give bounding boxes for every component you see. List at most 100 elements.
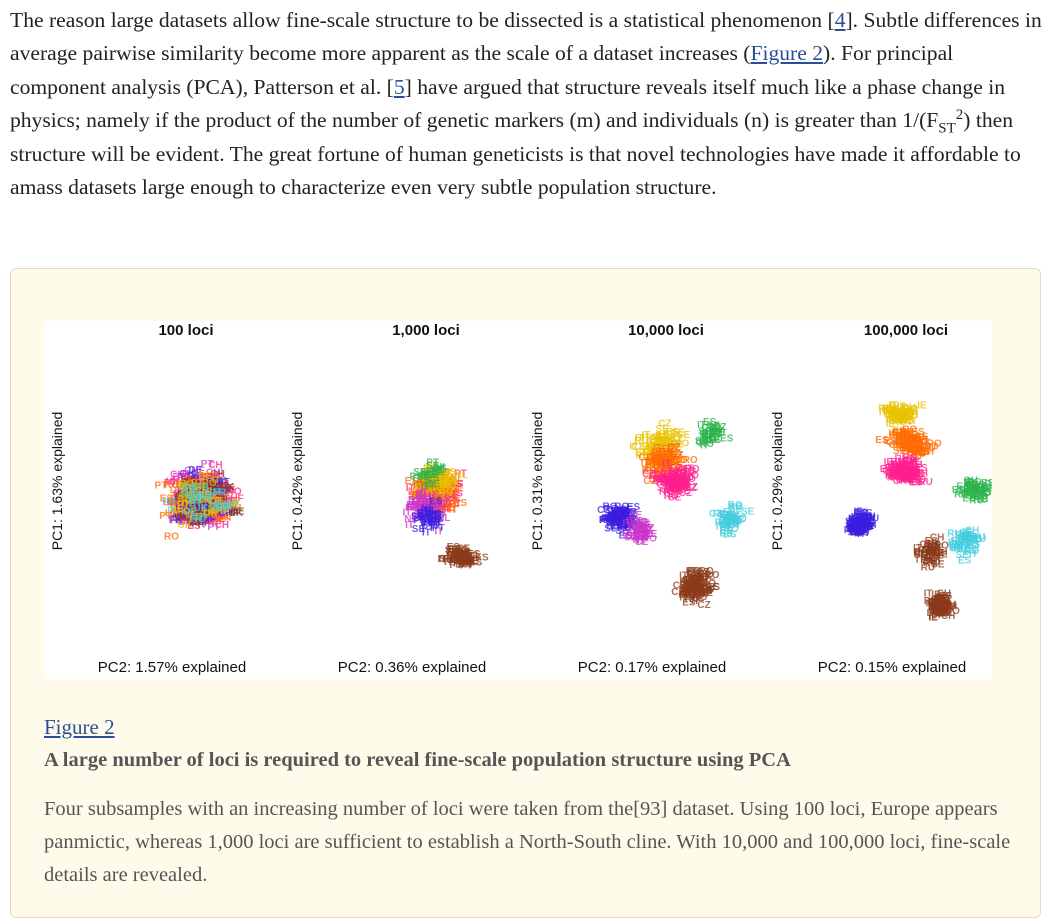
pca-point: BE bbox=[204, 483, 218, 494]
pca-point: RO bbox=[687, 580, 702, 591]
pca-point: CH bbox=[208, 517, 222, 528]
pca-point: RO bbox=[217, 507, 232, 518]
pca-point: NL bbox=[422, 506, 435, 517]
pca-point: IT bbox=[896, 416, 905, 427]
pca-point: PT bbox=[436, 490, 449, 501]
pca-point: SE bbox=[936, 600, 950, 611]
pca-point: ES bbox=[667, 477, 681, 488]
pca-point: FR bbox=[203, 476, 217, 487]
pca-point: PT bbox=[201, 476, 214, 487]
pca-point: CH bbox=[902, 402, 916, 413]
pca-point: ES bbox=[607, 511, 621, 522]
pca-point: RO bbox=[967, 535, 982, 546]
pca-point: RU bbox=[847, 518, 861, 529]
pca-point: IE bbox=[928, 545, 938, 556]
pca-point: IT bbox=[889, 400, 898, 411]
pca-point: IT bbox=[405, 520, 414, 531]
pca-point: ES bbox=[420, 470, 434, 481]
pca-point: CZ bbox=[709, 509, 722, 520]
pca-point: RO bbox=[612, 514, 627, 525]
pca-point: CZ bbox=[672, 485, 685, 496]
pca-point: RO bbox=[654, 453, 669, 464]
pca-point: SE bbox=[728, 516, 742, 527]
pca-point: SE bbox=[428, 517, 442, 528]
pca-point: IT bbox=[429, 484, 438, 495]
pca-point: ES bbox=[672, 475, 686, 486]
pca-point: ES bbox=[415, 496, 429, 507]
pca-point: CZ bbox=[669, 434, 682, 445]
pca-point: ES bbox=[695, 578, 709, 589]
pca-point: ES bbox=[649, 445, 663, 456]
pca-point: ES bbox=[902, 407, 916, 418]
pca-point: PT bbox=[416, 508, 429, 519]
pca-point: CH bbox=[918, 545, 932, 556]
pca-point: PT bbox=[434, 477, 447, 488]
pca-point: SE bbox=[613, 514, 627, 525]
pca-point: SE bbox=[698, 426, 712, 437]
pca-point: RO bbox=[857, 513, 872, 524]
pca-point: IE bbox=[955, 535, 965, 546]
pca-point: SE bbox=[663, 450, 677, 461]
pca-point: SE bbox=[931, 597, 945, 608]
pca-point: PT bbox=[460, 561, 473, 572]
pca-point: ES bbox=[450, 479, 464, 490]
pca-point: CH bbox=[896, 475, 910, 486]
pca-point: PT bbox=[155, 481, 168, 492]
pca-point: CHI bbox=[212, 479, 229, 490]
pca-point: IE bbox=[897, 402, 907, 413]
pca-point: RO bbox=[728, 500, 743, 511]
pca-point: RO bbox=[603, 504, 618, 515]
pca-point: CZ bbox=[636, 523, 649, 534]
pca-point: IE bbox=[889, 406, 899, 417]
pca-point: DE bbox=[184, 499, 198, 510]
figure-2-inline-link[interactable]: Figure 2 bbox=[750, 41, 824, 66]
pca-point: CHF bbox=[181, 507, 202, 518]
pca-point: RO bbox=[926, 557, 941, 568]
pca-point: HD bbox=[209, 500, 223, 511]
pca-point: SE bbox=[622, 515, 636, 526]
pca-point: PT bbox=[422, 523, 435, 534]
pca-point: UK bbox=[216, 498, 231, 509]
pca-figure-image[interactable]: 100 loci PC1: 1.63% explained PC2: 1.57% e… bbox=[44, 321, 992, 679]
pca-point: UK bbox=[180, 501, 195, 512]
pca-point: NL bbox=[454, 549, 467, 560]
pca-point: CZ bbox=[702, 571, 715, 582]
pca-point: CHF bbox=[183, 502, 204, 513]
pca-point: ES bbox=[645, 463, 659, 474]
pca-point: PT bbox=[190, 503, 203, 514]
pca-point: ES bbox=[455, 545, 469, 556]
pca-point: CHF bbox=[197, 496, 218, 507]
pca-point: SE bbox=[905, 471, 919, 482]
pca-point: SE bbox=[458, 548, 472, 559]
pca-point: ES bbox=[660, 447, 674, 458]
pca-point: ES bbox=[678, 482, 692, 493]
pca-point: CH bbox=[914, 468, 928, 479]
pca-point: IT bbox=[858, 527, 867, 538]
pca-point: IT bbox=[444, 492, 453, 503]
pca-point: SE bbox=[956, 550, 970, 561]
pca-point: ES bbox=[416, 488, 430, 499]
pca-point: CH bbox=[177, 513, 191, 524]
pca-point: NL bbox=[437, 513, 450, 524]
pca-point: NL bbox=[459, 547, 472, 558]
pca-point: RO bbox=[679, 472, 694, 483]
reference-5-link[interactable]: 5 bbox=[393, 74, 405, 99]
pca-point: ES bbox=[201, 504, 215, 515]
pca-point: SE bbox=[667, 479, 681, 490]
figure-2-caption-link[interactable]: Figure 2 bbox=[44, 715, 115, 739]
pca-point: CZ bbox=[633, 530, 646, 541]
pca-point: CZ bbox=[613, 511, 626, 522]
pca-point: NL bbox=[436, 482, 449, 493]
pca-point: RO bbox=[663, 456, 678, 467]
pca-point: IT bbox=[211, 478, 220, 489]
pca-point: CH bbox=[172, 512, 186, 523]
pca-point: SE bbox=[968, 487, 982, 498]
pca-point: ES bbox=[199, 494, 213, 505]
pca-point: CH bbox=[198, 503, 212, 514]
pca-point: IT bbox=[898, 471, 907, 482]
reference-4-link[interactable]: 4 bbox=[834, 8, 846, 32]
pca-point: CZ bbox=[607, 512, 620, 523]
pca-point: PT bbox=[435, 508, 448, 519]
pca-point: IT bbox=[657, 455, 666, 466]
pca-point: PT bbox=[174, 498, 187, 509]
